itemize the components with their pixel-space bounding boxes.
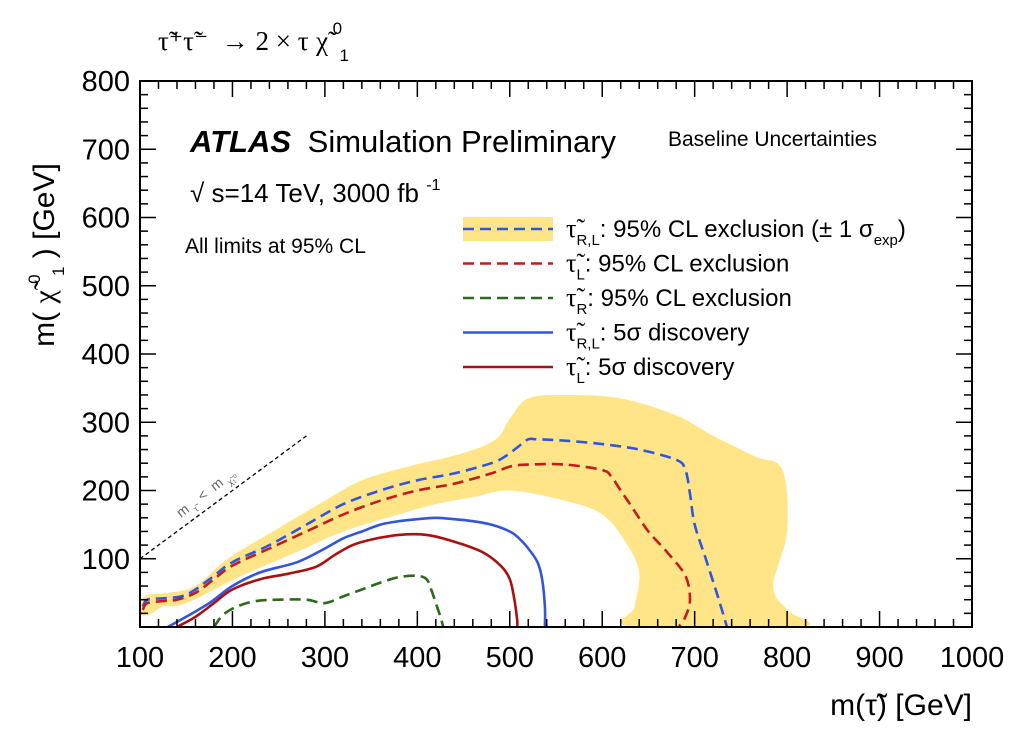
kinematic-limit-label: m τ̃ < m χ̃₁⁰ [173,464,241,524]
series-discovery-RL [167,516,547,627]
series-layer [141,437,729,627]
legend-text: : 5σ discovery [600,320,750,347]
y-tick-label: 600 [82,203,130,235]
legend-sub: R,L [576,336,599,353]
sigma-exp-band [140,394,811,627]
plot-area: 100 200 300 400 500 600 700 800 900 1000 100 200 300… [82,66,1005,674]
ylabel-sup: 0 [25,274,44,283]
y-tick-label: 100 [82,544,130,576]
chart-title: τ̃⁺τ̃⁻ → 2 × τ χ̃ 0 1 [158,10,350,65]
x-tick-label: 100 [116,642,164,674]
x-tick-label: 700 [670,642,718,674]
limits-label: All limits at 95% CL [185,235,366,258]
legend-text: : 5σ discovery [585,354,735,381]
ylabel-pre: m( [28,312,61,347]
legend-entry-discovery-L: τ̃L: 5σ discovery [463,352,734,387]
legend-label: τ̃L: 5σ discovery [566,352,734,387]
diag-tau-sub: τ̃ [191,501,203,514]
energy-sqrt: √ [190,178,205,208]
y-tick-label: 800 [82,66,130,98]
title-sup: 0 [333,19,342,38]
y-tick-label: 400 [82,339,130,371]
legend-sub: R [576,301,587,318]
series-expected-RL [141,437,729,627]
diag-chi-sub: χ̃₁⁰ [225,472,240,487]
x-tick-label: 400 [393,642,441,674]
legend-entry-discovery-RL: τ̃R,L: 5σ discovery [463,318,749,353]
legend-entry-expected-RL: τ̃R,L: 95% CL exclusion (± 1 σexp) [463,214,906,249]
legend-label: τ̃R: 95% CL exclusion [566,283,792,318]
diag-m: m [173,501,192,521]
title-lhs: τ̃⁺τ̃⁻ [158,26,208,56]
legend-sub: L [576,370,584,387]
diag-m2: m [207,474,226,494]
y-tick-label: 700 [82,134,130,166]
legend-text: : 95% CL exclusion [587,285,792,312]
uncertainty-label: Baseline Uncertainties [668,128,877,151]
legend-label: τ̃R,L: 5σ discovery [566,318,749,353]
series-discovery-L [176,532,519,627]
x-axis-label: m(τ̃) [GeV] [830,689,972,722]
energy-label: √ s=14 TeV, 3000 fb -1 [190,177,441,208]
x-tick-label: 300 [301,642,349,674]
title-arrow: → 2 × τ [222,26,309,56]
x-tick-label: 500 [486,642,534,674]
x-tick-label: 1000 [940,642,1005,674]
simulation-word: Simulation Preliminary [308,124,617,159]
legend-text: : 95% CL exclusion ( [600,216,819,243]
y-tick-label: 200 [82,476,130,508]
x-tick-label: 200 [208,642,256,674]
atlas-label: ATLAS Simulation Preliminary [189,124,617,159]
ylabel-post: ) [GeV] [28,163,61,258]
axis-ticks: 100 200 300 400 500 600 700 800 900 1000 100 200 300… [82,66,1005,674]
x-tick-label: 900 [855,642,903,674]
legend-sub: L [576,267,584,284]
series-expected-R [212,574,445,627]
y-axis-label: m( χ̃ 0 1 ) [GeV] [14,163,71,347]
legend-entry-expected-R: τ̃R: 95% CL exclusion [463,283,792,318]
legend: τ̃R,L: 95% CL exclusion (± 1 σexp)τ̃L: 9… [463,214,906,387]
legend-label: τ̃L: 95% CL exclusion [566,249,789,284]
legend-pm: ± 1 σ [819,216,874,243]
energy-text: s=14 TeV, 3000 fb [212,178,419,208]
title-sub: 1 [340,46,349,65]
x-tick-label: 800 [763,642,811,674]
x-tick-label: 600 [578,642,626,674]
y-tick-label: 500 [82,271,130,303]
series-expected-L [141,462,692,627]
legend-sub: R,L [576,232,599,249]
legend-entry-expected-L: τ̃L: 95% CL exclusion [463,249,789,284]
diag-lt: < [194,486,210,504]
legend-pm-sub: exp [874,232,898,249]
y-tick-label: 300 [82,407,130,439]
ylabel-sub: 1 [49,267,68,276]
legend-label: τ̃R,L: 95% CL exclusion (± 1 σexp) [566,214,906,249]
atlas-word: ATLAS [189,124,291,159]
legend-text: : 95% CL exclusion [585,251,790,278]
energy-sup: -1 [426,177,440,194]
legend-close: ) [898,216,906,243]
